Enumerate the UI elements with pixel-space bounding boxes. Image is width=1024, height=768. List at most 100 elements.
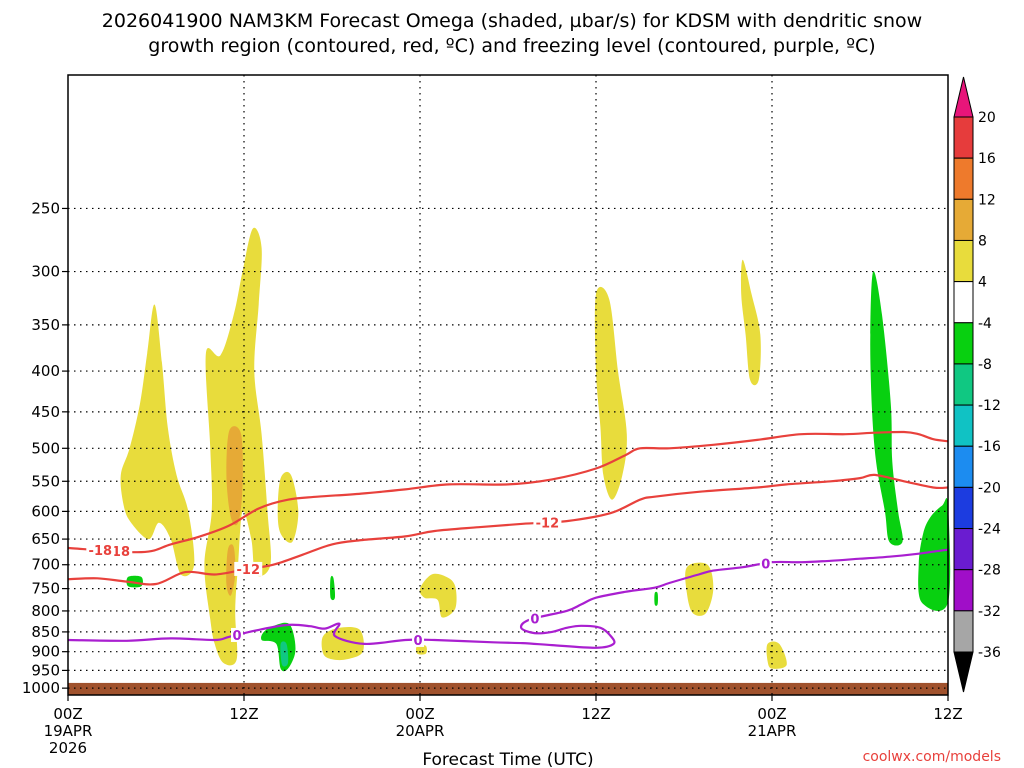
omega-shading-layer [120, 227, 951, 672]
omega-pos-4-f [415, 644, 427, 655]
y-tick-label-250: 250 [31, 199, 60, 217]
x-tick-year-0: 2026 [49, 739, 87, 757]
colorbar-top-triangle [953, 76, 974, 118]
colorbar-bin-6 [953, 363, 974, 406]
y-tick-label-1000: 1000 [22, 679, 60, 697]
y-tick-label-850: 850 [31, 623, 60, 641]
x-tick-label-3: 12Z [581, 705, 610, 723]
dgz-contour-minus12-label-bg-0 [234, 561, 263, 576]
dgz-contour-minus12-label-0: -12 [237, 563, 261, 578]
colorbar-bin-2 [953, 198, 974, 241]
freezing-level-contour-label-0: 0 [232, 629, 241, 644]
dgz-contour-minus18-label-bg-1 [86, 542, 115, 557]
omega-neg-4-a [870, 271, 903, 546]
colorbar-label-10: -24 [978, 522, 1001, 538]
y-tick-label-950: 950 [31, 661, 60, 679]
colorbar-bin-11 [953, 569, 974, 612]
omega-pos-4-h [740, 259, 761, 386]
freezing-level-contour-label-1: 0 [414, 634, 423, 649]
colorbar-bin-3 [953, 239, 974, 283]
colorbar-bin-0 [953, 116, 974, 159]
colorbar-label-1: 16 [978, 151, 996, 167]
dgz-contour-minus18 [67, 430, 949, 554]
y-tick-label-600: 600 [31, 502, 60, 520]
colorbar-label-7: -12 [978, 398, 1001, 414]
omega-neg-4-d [126, 575, 143, 588]
y-tick-label-350: 350 [31, 316, 60, 334]
footer-credit: coolwx.com/models [863, 749, 1001, 765]
x-tick-date-2: 20APR [396, 722, 445, 740]
omega-pos-4-c [277, 471, 299, 543]
y-tick-label-500: 500 [31, 439, 60, 457]
colorbar-label-4: 4 [978, 275, 987, 291]
chart-title-line2: growth region (contoured, red, ºC) and f… [148, 35, 875, 57]
colorbar-label-13: -36 [978, 645, 1001, 661]
freezing-level-contour-label-bg-2 [528, 611, 541, 626]
freezing-level-contour [67, 548, 949, 649]
x-tick-label-5: 12Z [933, 705, 962, 723]
colorbar-label-6: -8 [978, 357, 992, 373]
omega-pos-4-e [419, 573, 457, 618]
freezing-level-contour-label-bg-0 [230, 627, 243, 642]
freezing-level-contour-label-2: 0 [530, 612, 539, 627]
omega-pos-4-g [594, 286, 627, 500]
omega-neg-4-b [918, 497, 951, 611]
omega-pos-4-j [766, 641, 787, 669]
ground-band [68, 682, 948, 695]
colorbar-label-9: -20 [978, 480, 1001, 496]
contour-layer: -18-18-12-120 000 [67, 430, 949, 649]
y-tick-label-450: 450 [31, 403, 60, 421]
x-tick-label-1: 12Z [229, 705, 258, 723]
omega-neg-4-e [330, 575, 336, 601]
colorbar-bin-12 [953, 610, 974, 653]
x-tick-label-2: 00Z [405, 705, 434, 723]
colorbar-bin-10 [953, 528, 974, 571]
y-tick-label-800: 800 [31, 602, 60, 620]
colorbar-bin-1 [953, 157, 974, 200]
y-axis: 250 300 350 400 450 500 550 600 650 700 750 800 850 9… [22, 199, 68, 697]
y-tick-label-300: 300 [31, 263, 60, 281]
colorbar-bottom-triangle [953, 651, 974, 693]
colorbar-label-5: -4 [978, 316, 992, 332]
dgz-contour-minus12-label-bg-1 [533, 515, 562, 530]
plot-background [68, 75, 948, 695]
dgz-contour-minus18-label-1: -18 [89, 544, 113, 559]
omega-pos-8-core [226, 426, 243, 526]
freezing-level-contour-label-bg-1 [412, 632, 425, 647]
omega-pos-4-a [120, 304, 195, 577]
colorbar-bin-9 [953, 486, 974, 530]
dgz-contour-minus12 [67, 473, 949, 586]
colorbar-label-3: 8 [978, 233, 987, 249]
colorbar-bin-7 [953, 404, 974, 447]
plot-area: -18-18-12-120 000 [67, 74, 951, 696]
y-tick-label-400: 400 [31, 362, 60, 380]
x-tick-label-0: 00Z [53, 705, 82, 723]
y-tick-label-900: 900 [31, 643, 60, 661]
colorbar: 20 16 12 8 4 -4 -8 -12 -16 -20 -24 -28 -32 -36 [953, 76, 1001, 693]
y-tick-label-750: 750 [31, 580, 60, 598]
x-tick-label-4: 00Z [757, 705, 786, 723]
colorbar-label-12: -32 [978, 604, 1001, 620]
y-tick-label-700: 700 [31, 556, 60, 574]
omega-neg-4-f [654, 591, 658, 606]
dgz-contour-minus12-label-1: -12 [536, 516, 560, 531]
chart-title-line1: 2026041900 NAM3KM Forecast Omega (shaded… [102, 10, 922, 32]
y-tick-label-650: 650 [31, 530, 60, 548]
colorbar-label-0: 20 [978, 110, 996, 126]
plot-frame [67, 74, 949, 696]
x-axis-label: Forecast Time (UTC) [422, 750, 593, 768]
omega-pos-8-low [226, 544, 236, 596]
grid-layer [68, 75, 948, 695]
x-tick-date-4: 21APR [748, 722, 797, 740]
colorbar-bin-5 [953, 322, 974, 365]
colorbar-bin-4 [953, 281, 974, 324]
colorbar-label-8: -16 [978, 439, 1001, 455]
freezing-level-contour-label-3: 0 [761, 557, 770, 572]
freezing-level-contour-label-bg-3 [759, 556, 772, 571]
y-tick-label-550: 550 [31, 472, 60, 490]
omega-neg-8-a [280, 641, 289, 667]
x-tick-date-0: 19APR [44, 722, 93, 740]
colorbar-label-11: -28 [978, 563, 1001, 579]
